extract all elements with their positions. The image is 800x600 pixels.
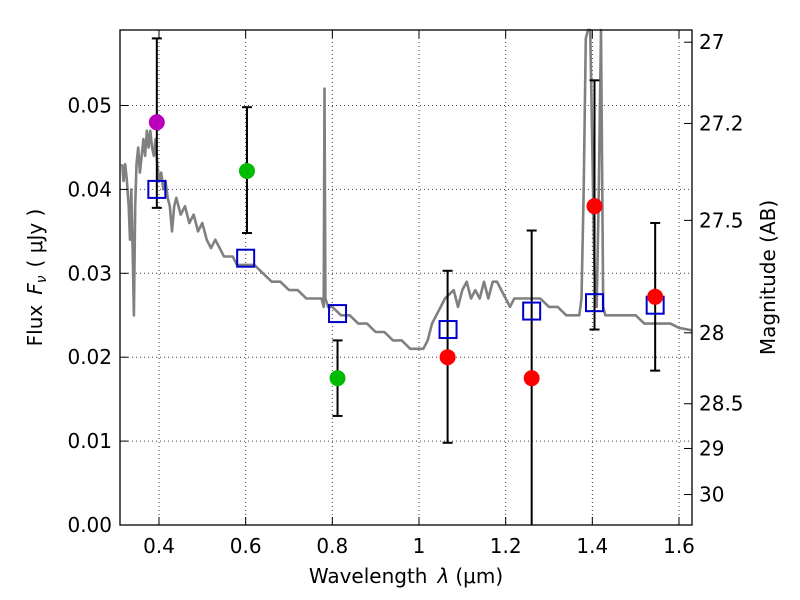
y2-tick-label: 27 (699, 30, 724, 54)
y-axis-label: FluxFν( μJy ) (23, 209, 50, 347)
y2-tick-label: 27.2 (699, 111, 744, 135)
model-square-marker (236, 248, 256, 268)
y2-tick-label: 28.5 (699, 392, 744, 416)
x-axis-label: Wavelength λ (μm) (309, 564, 503, 588)
model-spectrum (120, 28, 693, 351)
x-tick-label: 1.6 (663, 534, 695, 558)
observed-photometry-markers (148, 114, 664, 387)
model-square-marker (438, 320, 458, 340)
y2-tick-label: 28 (699, 321, 724, 345)
spectrum-line (120, 28, 693, 351)
observed-point (523, 370, 540, 387)
observed-point (148, 114, 165, 131)
x-tick-label: 1 (413, 534, 426, 558)
model-photometry-markers (147, 179, 665, 340)
y-tick-label: 0.04 (67, 177, 112, 201)
plot-frame (119, 29, 693, 526)
model-square-marker (522, 301, 542, 321)
observed-point (329, 370, 346, 387)
observed-point (238, 162, 255, 179)
axis-ticks: 0.4 0.6 0.8 1 1.2 1.4 1.6 0.00 0.01 0.02 0.03 0.04 0… (67, 30, 744, 558)
y-tick-label: 0.00 (67, 513, 112, 537)
model-square-marker (585, 293, 604, 313)
observed-point (586, 198, 603, 215)
y2-tick-label: 29 (699, 436, 724, 460)
y-tick-label: 0.01 (67, 429, 112, 453)
x-tick-label: 0.4 (143, 534, 175, 558)
y-tick-label: 0.02 (67, 345, 112, 369)
observed-point (647, 288, 664, 305)
x-tick-label: 1.2 (490, 534, 522, 558)
grid (120, 30, 692, 525)
y-tick-label: 0.03 (67, 261, 112, 285)
x-tick-label: 1.4 (576, 534, 608, 558)
model-square-marker (147, 179, 167, 199)
y2-tick-label: 30 (699, 483, 724, 507)
x-tick-label: 0.6 (230, 534, 262, 558)
y-tick-label: 0.05 (67, 94, 112, 118)
model-square-marker (328, 304, 348, 324)
y2-tick-label: 27.5 (699, 208, 744, 232)
y2-axis-label: Magnitude (AB) (756, 200, 780, 355)
observed-point (439, 349, 456, 366)
x-tick-label: 0.8 (316, 534, 348, 558)
